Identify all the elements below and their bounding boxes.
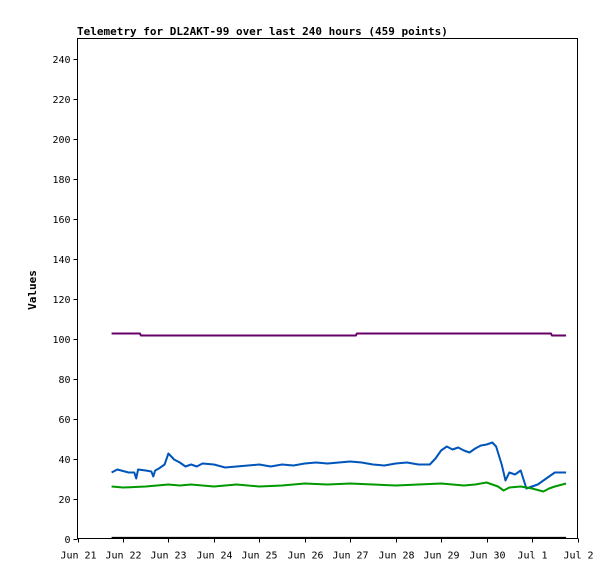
- x-tick-label: Jun 27: [332, 551, 368, 562]
- y-tick-label: 200: [52, 135, 70, 146]
- y-axis-title: Values: [26, 270, 39, 310]
- x-tick-label: Jun 23: [150, 551, 186, 562]
- y-tick-label: 20: [58, 495, 70, 506]
- x-tick-label: Jun 22: [105, 551, 141, 562]
- y-tick-label: 180: [52, 175, 70, 186]
- x-tick-label: Jun 30: [469, 551, 505, 562]
- chart-title: Telemetry for DL2AKT-99 over last 240 ho…: [77, 25, 448, 38]
- x-tick-label: Jun 24: [196, 551, 232, 562]
- x-tick-label: Jul 1: [517, 551, 547, 562]
- series-line-1: [111, 332, 567, 337]
- y-tick-label: 140: [52, 255, 70, 266]
- y-tick-label: 60: [58, 415, 70, 426]
- x-tick-label: Jul 2: [563, 551, 593, 562]
- x-tick-label: Jun 26: [287, 551, 323, 562]
- y-tick-label: 100: [52, 335, 70, 346]
- y-tick-label: 120: [52, 295, 70, 306]
- x-tick-label: Jun 29: [423, 551, 459, 562]
- series-layer: [111, 332, 567, 539]
- y-tick-label: 40: [58, 455, 70, 466]
- plot-frame: [77, 38, 578, 539]
- x-axis: Jun 21 Jun 22 Jun 23 Jun 24 Jun 25 Jun 26 Jun …: [60, 538, 594, 562]
- y-tick-label: 240: [52, 55, 70, 66]
- y-tick-label: 80: [58, 375, 70, 386]
- y-axis: 0 20 40 60 80 100 120 140 160 180 200 220 240: [52, 55, 78, 546]
- y-tick-label: 160: [52, 215, 70, 226]
- x-tick-label: Jun 21: [60, 551, 96, 562]
- y-tick-label: 220: [52, 95, 70, 106]
- series-line-2: [111, 441, 567, 490]
- x-tick-label: Jun 28: [378, 551, 414, 562]
- series-line-3: [111, 481, 567, 493]
- x-tick-label: Jun 25: [241, 551, 277, 562]
- y-tick-label: 0: [64, 535, 70, 546]
